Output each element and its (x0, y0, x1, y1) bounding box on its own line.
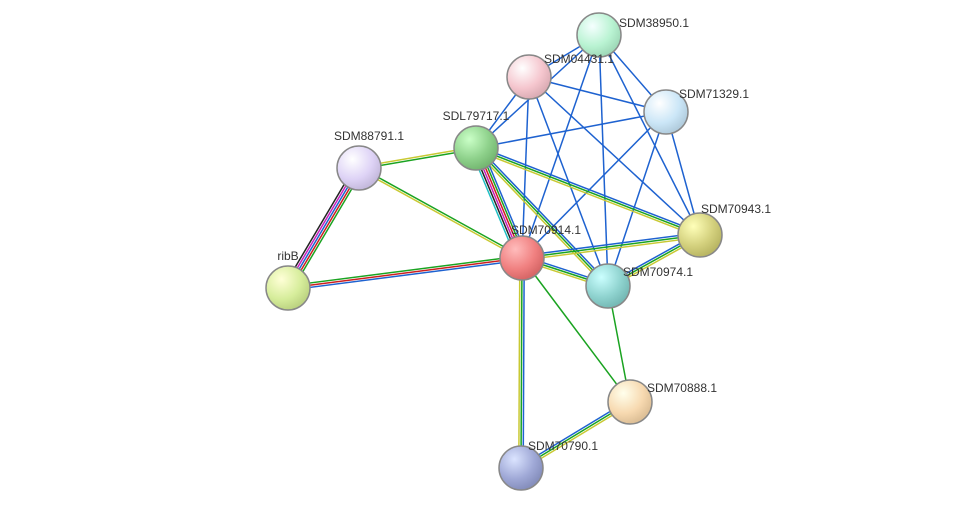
node-label: SDM70790.1 (528, 439, 598, 453)
node-label: SDM38950.1 (619, 16, 689, 30)
node-label: SDM70943.1 (701, 202, 771, 216)
node-SDM71329_1[interactable] (644, 90, 688, 134)
node-label: SDM71329.1 (679, 87, 749, 101)
edge (288, 260, 522, 290)
node-SDL79717_1[interactable] (454, 126, 498, 170)
edge (519, 258, 520, 468)
edge (360, 167, 523, 257)
edge (288, 258, 522, 288)
node-SDM70943_1[interactable] (678, 213, 722, 257)
edge (288, 256, 522, 286)
nodes-group (266, 13, 722, 490)
node-SDM70914_1[interactable] (500, 236, 544, 280)
network-graph: SDM38950.1SDM04431.1SDM71329.1SDL79717.1… (0, 0, 975, 512)
node-label: SDM88791.1 (334, 129, 404, 143)
node-SDM04431_1[interactable] (507, 55, 551, 99)
node-SDM70888_1[interactable] (608, 380, 652, 424)
node-SDM70974_1[interactable] (586, 264, 630, 308)
node-SDM88791_1[interactable] (337, 146, 381, 190)
edge (522, 112, 666, 258)
node-label: SDM70888.1 (647, 381, 717, 395)
node-ribB[interactable] (266, 266, 310, 310)
edge (522, 237, 700, 260)
node-label: ribB (277, 249, 298, 263)
node-SDM70790_1[interactable] (499, 446, 543, 490)
edge (521, 258, 522, 468)
edge (476, 148, 700, 235)
edge (608, 112, 666, 286)
edge (523, 258, 524, 468)
edge (599, 35, 700, 235)
node-SDM38950_1[interactable] (577, 13, 621, 57)
